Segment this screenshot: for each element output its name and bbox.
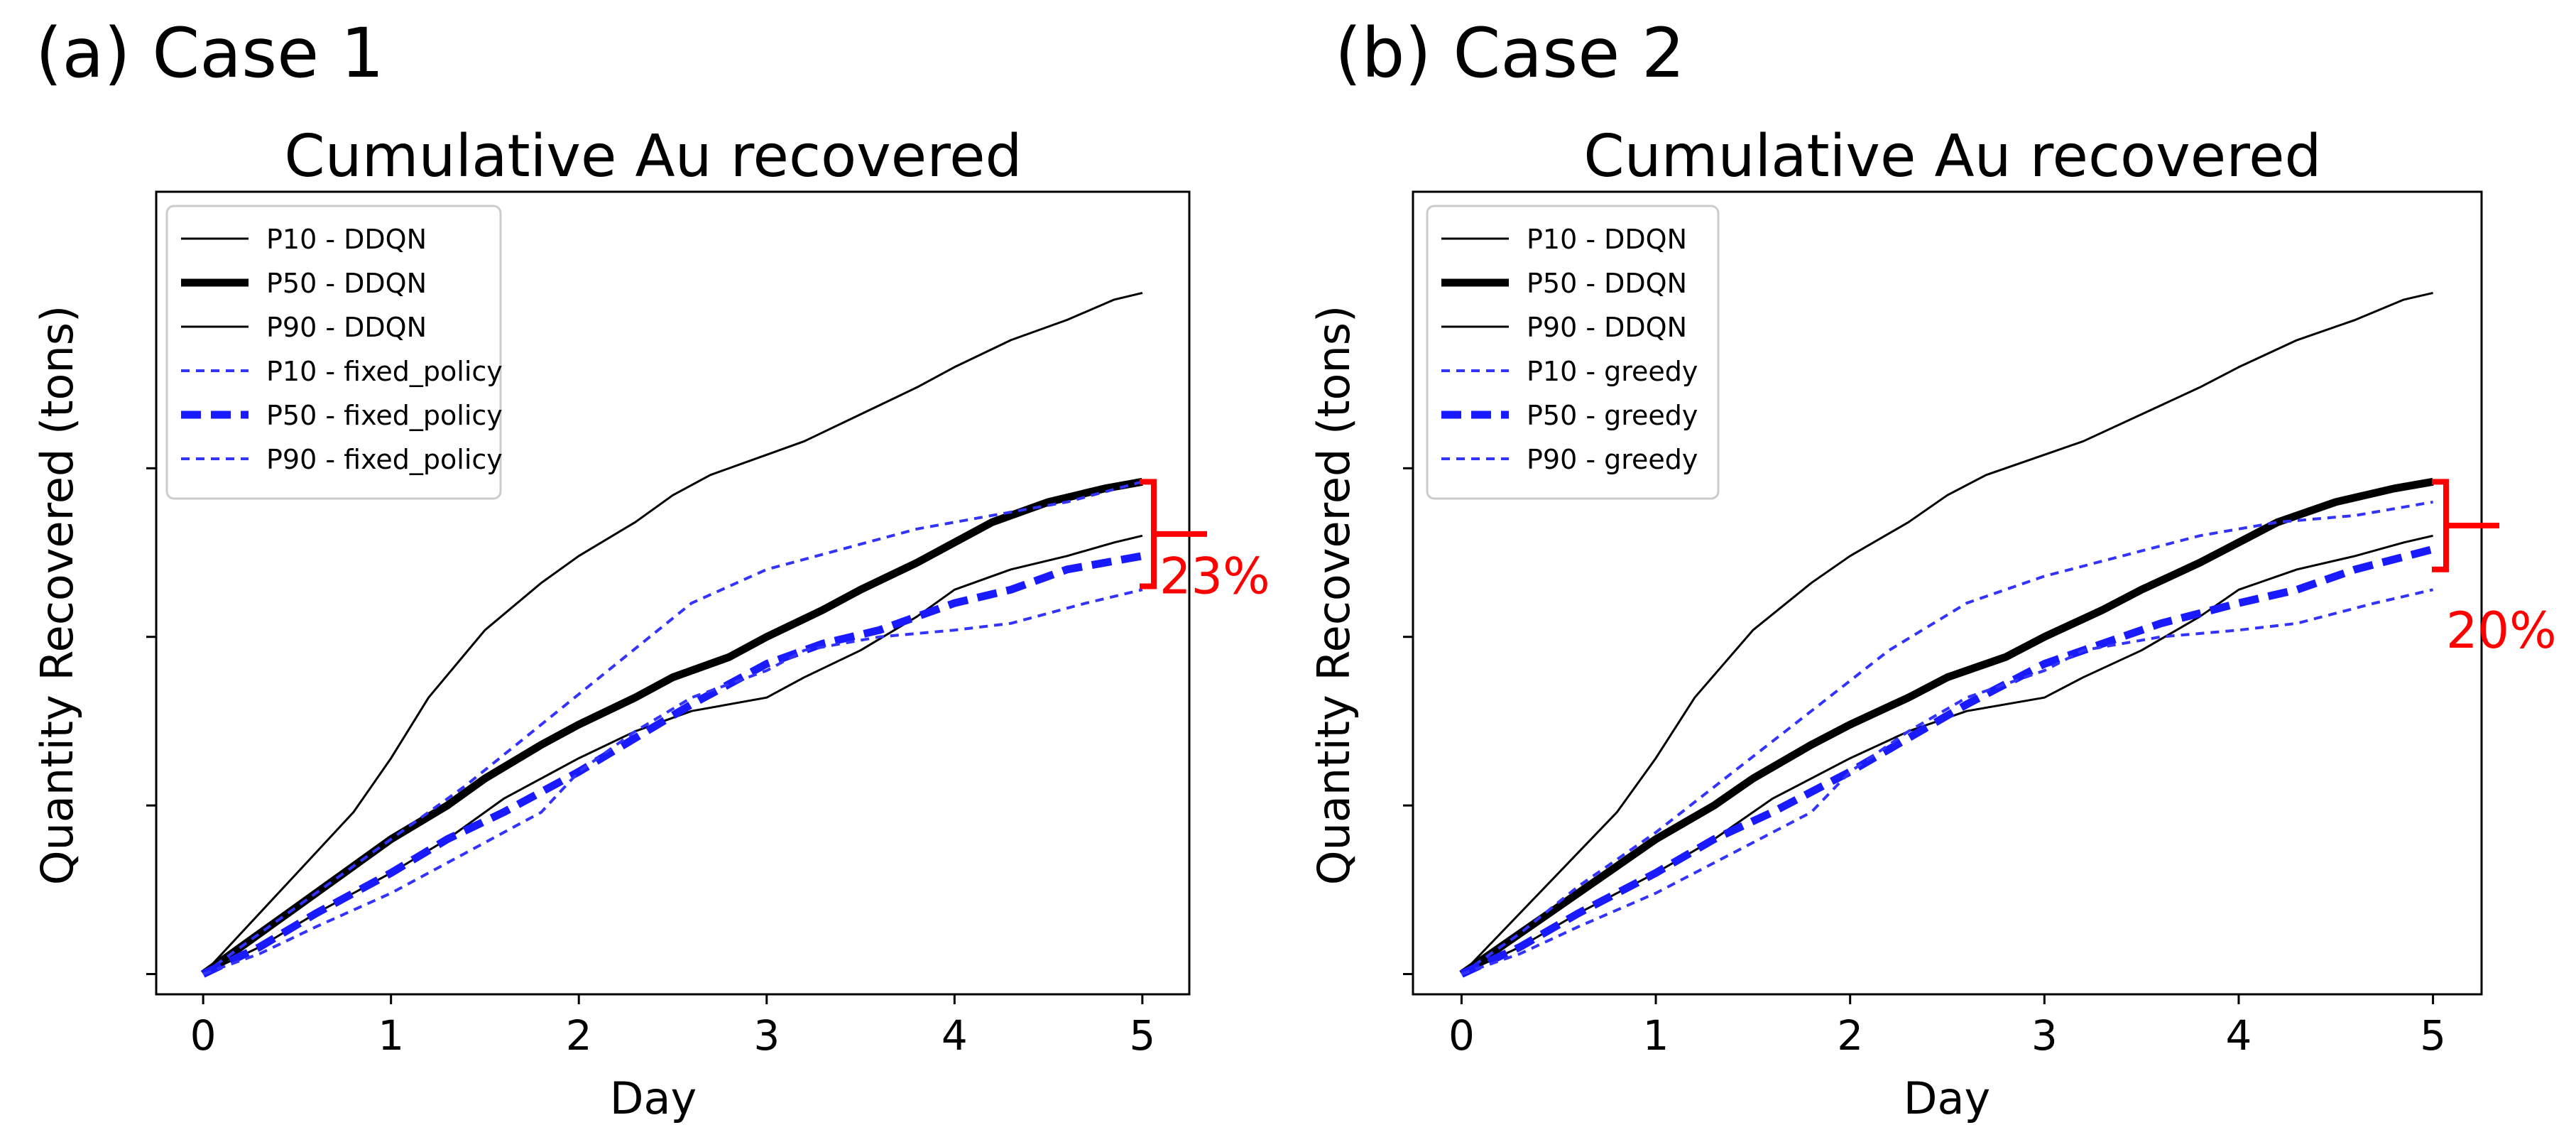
x-tick-label: 0 <box>1448 1011 1475 1060</box>
annotation-bracket <box>1140 479 1207 589</box>
series-line <box>202 291 1143 975</box>
x-tick-label: 4 <box>942 1011 968 1060</box>
legend-item: P10 - DDQN <box>181 224 427 255</box>
x-tick-label: 3 <box>753 1011 780 1060</box>
legend-label: P50 - DDQN <box>1527 268 1687 299</box>
legend-item: P90 - DDQN <box>181 312 427 343</box>
chart-title: Cumulative Au recovered <box>1583 123 2321 190</box>
legend-item: P50 - greedy <box>1441 400 1698 431</box>
series-line <box>202 588 1143 976</box>
x-tick-label: 1 <box>378 1011 404 1060</box>
series-line <box>202 480 1143 976</box>
series-line <box>1461 291 2433 975</box>
panel-label: (b) Case 2 <box>1335 13 1685 93</box>
legend-item: P10 - fixed_policy <box>181 356 503 387</box>
series-lines <box>1459 291 2434 978</box>
series-lines <box>200 291 1143 978</box>
series-line <box>1461 500 2433 976</box>
series-line <box>201 552 1143 978</box>
y-ticks <box>146 467 156 976</box>
legend-item: P90 - greedy <box>1441 444 1698 475</box>
legend-item: P50 - fixed_policy <box>181 400 503 431</box>
series-line <box>1460 545 2434 978</box>
x-tick-label: 2 <box>566 1011 592 1060</box>
legend-label: P50 - fixed_policy <box>266 400 503 431</box>
legend-frame <box>165 205 502 500</box>
legend-label: P90 - DDQN <box>1527 312 1687 343</box>
chart-title: Cumulative Au recovered <box>284 123 1022 190</box>
legend-label: P50 - greedy <box>1527 400 1698 431</box>
series-line <box>1461 588 2434 976</box>
legend: P10 - DDQN P50 - DDQN P90 - DDQN P10 - g… <box>1426 205 1720 500</box>
legend-item: P10 - greedy <box>1441 356 1698 387</box>
x-axis-label: Day <box>610 1072 697 1124</box>
series-line <box>202 534 1143 975</box>
x-ticks: 0 1 2 3 4 5 <box>1448 994 2446 1060</box>
legend-label: P90 - fixed_policy <box>266 444 503 475</box>
legend-label: P10 - DDQN <box>1527 224 1687 255</box>
percent-annotation: 20% <box>2432 479 2557 660</box>
legend-label: P90 - greedy <box>1527 444 1698 475</box>
x-tick-label: 4 <box>2226 1011 2252 1060</box>
x-tick-label: 5 <box>2420 1011 2446 1060</box>
annotation-label: 23% <box>1159 548 1270 606</box>
legend-label: P50 - DDQN <box>266 268 427 299</box>
legend-label: P10 - fixed_policy <box>266 356 503 387</box>
legend-label: P90 - DDQN <box>266 312 427 343</box>
panel-b: (b) Case 2 Cumulative Au recovered 0 1 2 3 4… <box>1308 13 2557 1124</box>
legend: P10 - DDQN P50 - DDQN P90 - DDQN P10 - f… <box>165 205 503 500</box>
x-tick-label: 0 <box>190 1011 217 1060</box>
y-axis-label: Quantity Recovered (tons) <box>31 305 83 885</box>
series-line <box>1461 534 2433 975</box>
x-tick-label: 5 <box>1129 1011 1155 1060</box>
percent-annotation: 23% <box>1140 479 1270 606</box>
x-tick-label: 1 <box>1643 1011 1669 1060</box>
legend-label: P10 - greedy <box>1527 356 1698 387</box>
annotation-bracket <box>2432 479 2499 572</box>
legend-item: P10 - DDQN <box>1441 224 1687 255</box>
annotation-label: 20% <box>2446 602 2557 660</box>
x-ticks: 0 1 2 3 4 5 <box>190 994 1155 1060</box>
panel-label: (a) Case 1 <box>36 13 384 93</box>
legend-item: P90 - DDQN <box>1441 312 1687 343</box>
panel-a: (a) Case 1 Cumulative Au recovered 0 1 2 3 4… <box>31 13 1270 1124</box>
legend-item: P50 - DDQN <box>181 268 427 299</box>
legend-label: P10 - DDQN <box>266 224 427 255</box>
legend-item: P50 - DDQN <box>1441 268 1687 299</box>
x-axis-label: Day <box>1904 1072 1990 1124</box>
x-tick-label: 3 <box>2031 1011 2058 1060</box>
series-line <box>1459 477 2434 978</box>
x-tick-label: 2 <box>1837 1011 1863 1060</box>
y-axis-label: Quantity Recovered (tons) <box>1308 305 1360 885</box>
legend-item: P90 - fixed_policy <box>181 444 503 475</box>
y-ticks <box>1403 467 1413 976</box>
